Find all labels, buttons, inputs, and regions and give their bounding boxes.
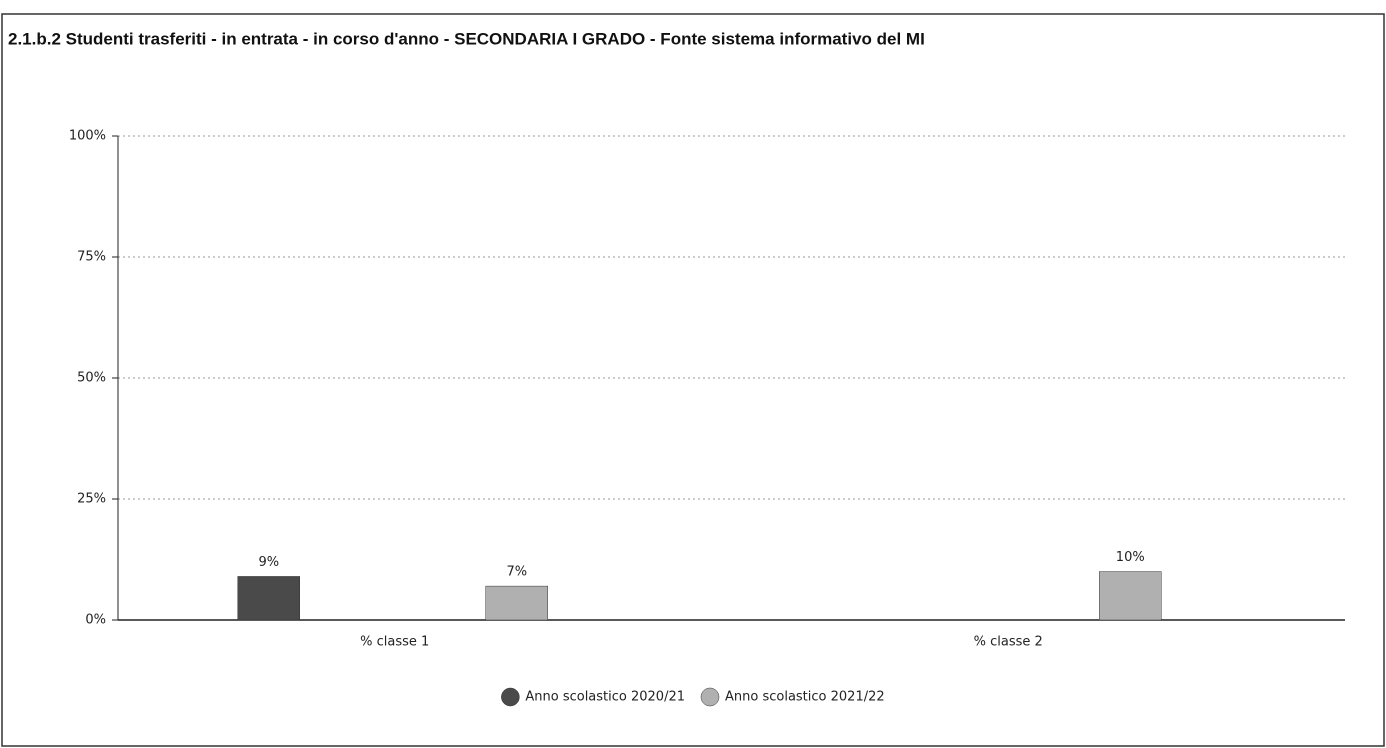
frame <box>1 13 1385 747</box>
y-tick-label: 50% <box>77 371 106 386</box>
legend-swatch <box>700 687 720 707</box>
value-label: 10% <box>1116 550 1145 565</box>
bar <box>237 576 300 621</box>
legend-label: Anno scolastico 2021/22 <box>725 690 885 705</box>
bar <box>485 585 548 621</box>
chart-title: 2.1.b.2 Studenti trasferiti - in entrata… <box>8 29 925 48</box>
x-tick-label: % classe 1 <box>360 635 429 650</box>
y-tick-label: 25% <box>77 492 106 507</box>
y-tick-label: 0% <box>85 613 106 628</box>
y-tick-label: 75% <box>77 250 106 265</box>
value-label: 7% <box>506 565 527 580</box>
y-tick-label: 100% <box>69 129 106 144</box>
legend-swatch <box>501 687 520 707</box>
value-label: 9% <box>258 555 279 570</box>
bar <box>1099 571 1162 621</box>
legend-label: Anno scolastico 2020/21 <box>525 690 685 705</box>
x-tick-label: % classe 2 <box>974 635 1043 650</box>
